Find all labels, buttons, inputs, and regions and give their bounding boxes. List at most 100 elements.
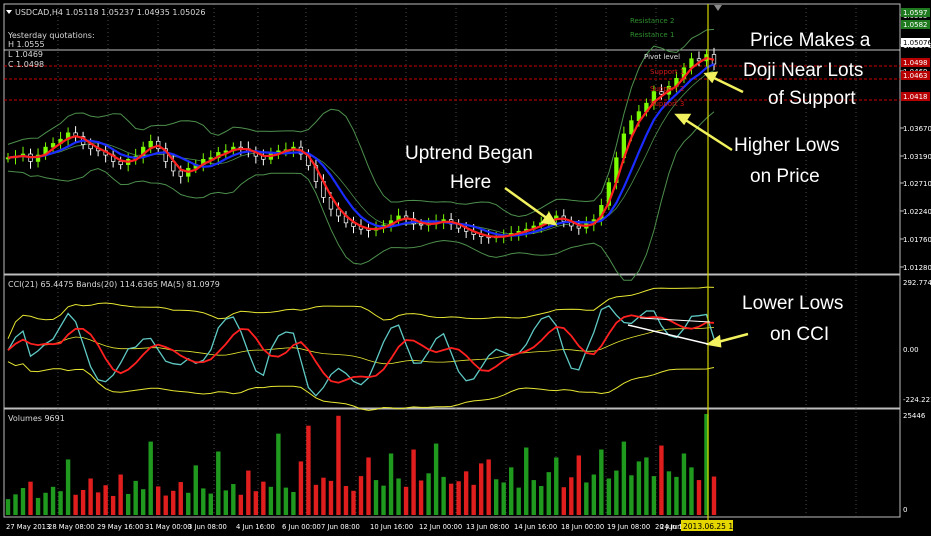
yesterday-high: H 1.0555 xyxy=(8,40,45,49)
cci-tick-label: -224.2218 xyxy=(903,396,931,404)
time-tick-label: 18 Jun 00:00 xyxy=(561,523,604,531)
volume-bar xyxy=(366,457,371,515)
volume-bar xyxy=(351,490,356,515)
volume-bar xyxy=(80,489,86,515)
volume-bar xyxy=(261,481,266,515)
price-tag-box xyxy=(901,8,930,17)
lower-lows-annotation-line-2: on CCI xyxy=(770,324,829,345)
volume-bar xyxy=(223,490,229,515)
cci-upper-band xyxy=(7,286,715,339)
volume-bar xyxy=(276,433,281,515)
time-grid xyxy=(57,4,857,517)
annotation-arrows xyxy=(504,71,749,348)
time-highlight-label: 2013.06.25 12:00 xyxy=(683,522,750,531)
volume-bar xyxy=(50,486,56,515)
pivot-labels: Resistance 2 Resistance 1 Pivot level Su… xyxy=(630,17,684,108)
volume-bar xyxy=(156,486,161,515)
time-tick-label: 27 May 2013 xyxy=(6,523,50,531)
volume-bar xyxy=(629,475,634,515)
volume-bar xyxy=(396,478,401,515)
volume-bar xyxy=(463,471,469,515)
candle-body xyxy=(35,154,41,162)
volume-bar xyxy=(381,485,386,515)
price-tick-label: 1.01760 xyxy=(903,236,931,244)
higher-lows-arrowhead-icon xyxy=(674,113,692,126)
price-tag-label: 1.0418 xyxy=(903,93,928,101)
price-tag-box xyxy=(901,58,930,67)
volume-bar xyxy=(186,492,191,515)
volume-header: Volumes 9691 xyxy=(8,414,65,423)
volume-bar xyxy=(681,453,687,515)
time-tick-label: 3 Jun 08:00 xyxy=(188,523,227,531)
volume-bar xyxy=(411,449,416,515)
price-tag-label: 1.0582 xyxy=(903,21,928,29)
volume-bar xyxy=(95,492,101,515)
shift-marker-icon[interactable] xyxy=(714,5,722,11)
time-tick-label: 4 Jun 16:00 xyxy=(236,523,275,531)
price-tag-label: 1.0463 xyxy=(903,72,928,80)
price-tick-label: 1.01280 xyxy=(903,264,931,272)
doji-arrow xyxy=(711,75,744,94)
volume-bar xyxy=(313,484,319,515)
bollinger-upper-band xyxy=(7,28,715,218)
cci-divergence-line-2 xyxy=(639,317,711,323)
volume-bar xyxy=(110,495,116,515)
volume-bar xyxy=(336,415,341,515)
price-tick-label: 1.02710 xyxy=(903,180,931,188)
volume-bar xyxy=(621,441,627,515)
volume-bar xyxy=(306,425,311,515)
cci-tick-label: 0.00 xyxy=(903,346,919,354)
higher-lows-annotation-line-2: on Price xyxy=(750,166,820,187)
volume-bar xyxy=(561,487,566,515)
volume-bar xyxy=(238,494,244,515)
volume-bar xyxy=(403,486,409,515)
volume-bar xyxy=(58,491,63,515)
price-tick-label: 1.02240 xyxy=(903,208,931,216)
higher-lows-annotation-line-1: Higher Lows xyxy=(734,135,840,156)
doji-annotation-line-2: Doji Near Lots xyxy=(743,60,863,81)
volume-bar xyxy=(486,459,491,515)
time-tick-label: 10 Jun 16:00 xyxy=(370,523,413,531)
doji-arrowhead-icon xyxy=(703,71,719,84)
volume-bars xyxy=(5,414,717,515)
resistance-1-label: Resistance 1 xyxy=(630,31,674,39)
candle-body xyxy=(50,143,56,148)
time-tick-label: 6 Jun 00:00 xyxy=(282,523,321,531)
doji-annotation-line-3: of Support xyxy=(768,88,856,109)
volume-bar xyxy=(599,449,604,515)
volume-tick-label: 0 xyxy=(903,506,907,514)
resistance-2-label: Resistance 2 xyxy=(630,17,674,25)
time-tick-label: 14 Jun 16:00 xyxy=(514,523,557,531)
dropdown-triangle-icon[interactable] xyxy=(6,10,12,14)
volume-bar xyxy=(576,455,582,515)
volume-bar xyxy=(554,457,559,515)
volume-bar xyxy=(35,497,41,515)
candle-body xyxy=(696,58,702,62)
yesterday-close: C 1.0498 xyxy=(8,60,44,69)
candle-body xyxy=(418,223,424,226)
volume-bar xyxy=(125,493,131,515)
support-2-label: Support 2 xyxy=(650,85,684,93)
volume-bar xyxy=(13,494,18,515)
volume-bar xyxy=(388,453,394,515)
time-tick-label: 24 Jun xyxy=(660,523,681,531)
volume-bar xyxy=(689,467,694,515)
time-tick-label: 28 May 08:00 xyxy=(48,523,95,531)
volume-bar xyxy=(373,480,379,515)
time-tick-label: 19 Jun 08:00 xyxy=(607,523,650,531)
price-tick-label: 1.03190 xyxy=(903,153,931,161)
uptrend-annotation-line-1: Uptrend Began xyxy=(405,143,533,164)
yesterday-low: L 1.0469 xyxy=(8,50,43,59)
volume-bar xyxy=(216,451,221,515)
price-tag-label: 1.05076 xyxy=(903,39,931,47)
cci-panel-frame xyxy=(3,274,901,409)
volume-bar xyxy=(584,482,589,515)
volume-bar xyxy=(193,465,198,515)
candle-body xyxy=(178,170,183,177)
price-tag-box xyxy=(901,92,930,101)
candle-body xyxy=(659,91,664,95)
cci-lower-band xyxy=(7,361,715,411)
volume-bar xyxy=(418,480,424,515)
